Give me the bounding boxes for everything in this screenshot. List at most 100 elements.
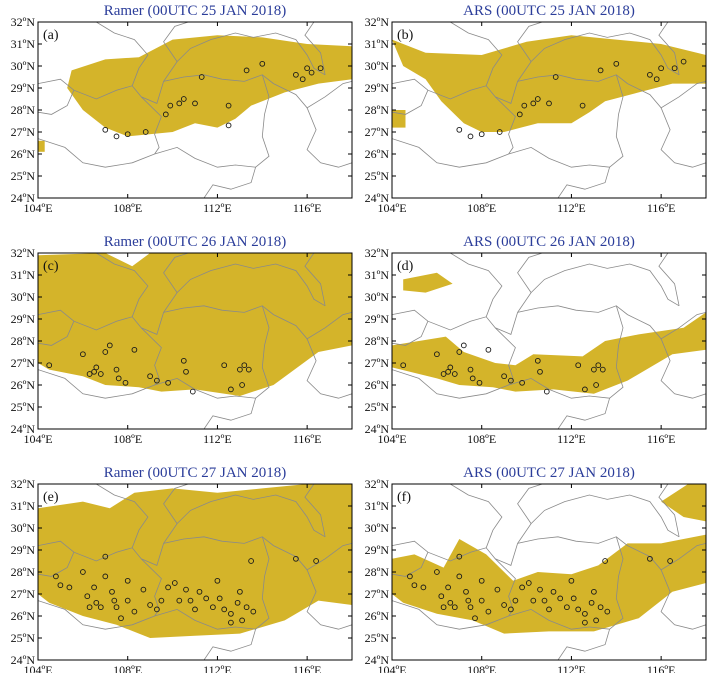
station-marker [485,346,492,353]
y-tick-label: 28ºN [365,565,390,579]
y-tick-label: 24ºN [365,191,390,205]
station-marker [537,586,543,593]
province-border [38,305,352,340]
station-marker [472,615,478,622]
y-tick-label: 28ºN [365,103,390,117]
station-marker [508,606,514,613]
station-marker [579,102,586,109]
map-panel-3: 104ºE 108ºE 112ºE 116ºE 24ºN 25ºN 26ºN 27ºN 28ºN… [11,234,353,446]
station-marker [440,604,447,611]
province-border [203,167,256,198]
y-tick-label: 27ºN [11,356,36,370]
y-tick-label: 29ºN [365,81,390,95]
station-marker [478,597,485,604]
station-marker [66,584,73,591]
province-border [517,32,680,82]
y-tick-label: 31ºN [11,268,36,282]
y-tick-label: 30ºN [365,521,390,535]
station-marker [142,129,149,135]
station-marker [304,65,310,72]
panel-title: Ramer (00UTC 25 JAN 2018) [104,3,286,19]
y-tick-label: 28ºN [11,334,36,348]
station-marker [165,379,171,386]
x-tick-label: 104ºE [23,663,52,673]
province-border [163,484,189,524]
station-marker [192,100,198,107]
station-marker [180,357,187,364]
y-tick-label: 32ºN [11,246,36,260]
y-tick-label: 25ºN [365,631,390,645]
station-marker [97,604,104,611]
province-border [38,90,75,115]
station-marker [434,569,440,575]
station-marker [80,351,86,358]
station-marker [550,588,557,595]
station-marker [113,366,120,373]
station-marker [582,386,588,393]
station-marker [501,602,507,608]
station-marker [102,573,109,580]
station-marker [131,346,138,353]
station-marker [451,371,458,377]
station-marker [467,133,474,140]
x-tick-label: 116ºE [293,663,322,673]
x-tick-label: 104ºE [377,201,406,215]
y-tick-label: 25ºN [365,400,390,414]
panel-title: ARS (00UTC 25 JAN 2018) [463,3,635,19]
station-marker [445,368,451,375]
station-marker [456,126,463,133]
station-marker [147,373,153,380]
station-marker [102,349,109,355]
station-marker [313,558,319,564]
snow-cover-area [403,272,453,293]
station-marker [91,368,97,375]
station-marker [653,76,660,83]
station-marker [478,131,485,138]
station-marker [440,371,447,377]
y-tick-label: 30ºN [365,59,390,73]
station-marker [106,342,113,349]
station-marker [516,111,523,118]
province-border [38,536,352,571]
station-marker [537,368,543,375]
station-marker [595,362,602,369]
station-marker [599,366,606,373]
y-tick-label: 30ºN [11,290,36,304]
snow-cover-area [392,312,706,394]
station-marker [189,388,196,395]
station-marker [308,69,315,76]
station-marker [557,595,564,602]
province-border [392,321,429,346]
province-border [203,629,256,660]
station-marker [248,558,254,564]
y-tick-label: 26ºN [365,609,390,623]
province-border [392,536,706,571]
station-marker [530,100,537,107]
station-marker [469,375,476,382]
station-marker [93,599,100,606]
province-border [38,321,75,346]
station-marker [456,349,463,355]
station-marker [317,65,324,72]
province-border [96,484,149,548]
station-marker [570,595,577,602]
y-tick-label: 26ºN [365,147,390,161]
station-marker [680,58,687,65]
station-marker [438,593,445,600]
province-border [304,22,326,75]
station-marker [124,577,131,584]
station-marker [465,597,472,604]
map-panel-4: 104ºE 108ºE 112ºE 116ºE 24ºN 25ºN 26ºN 27ºN 28ºN… [365,234,707,446]
station-marker [541,597,548,604]
y-tick-label: 24ºN [11,191,36,205]
y-tick-label: 32ºN [11,477,36,491]
station-marker [467,366,474,373]
station-marker [239,617,245,624]
snow-cover-area [392,534,706,634]
station-marker [613,60,620,67]
station-marker [183,368,189,375]
province-border [96,22,149,86]
station-marker [97,371,104,377]
y-tick-label: 30ºN [365,290,390,304]
